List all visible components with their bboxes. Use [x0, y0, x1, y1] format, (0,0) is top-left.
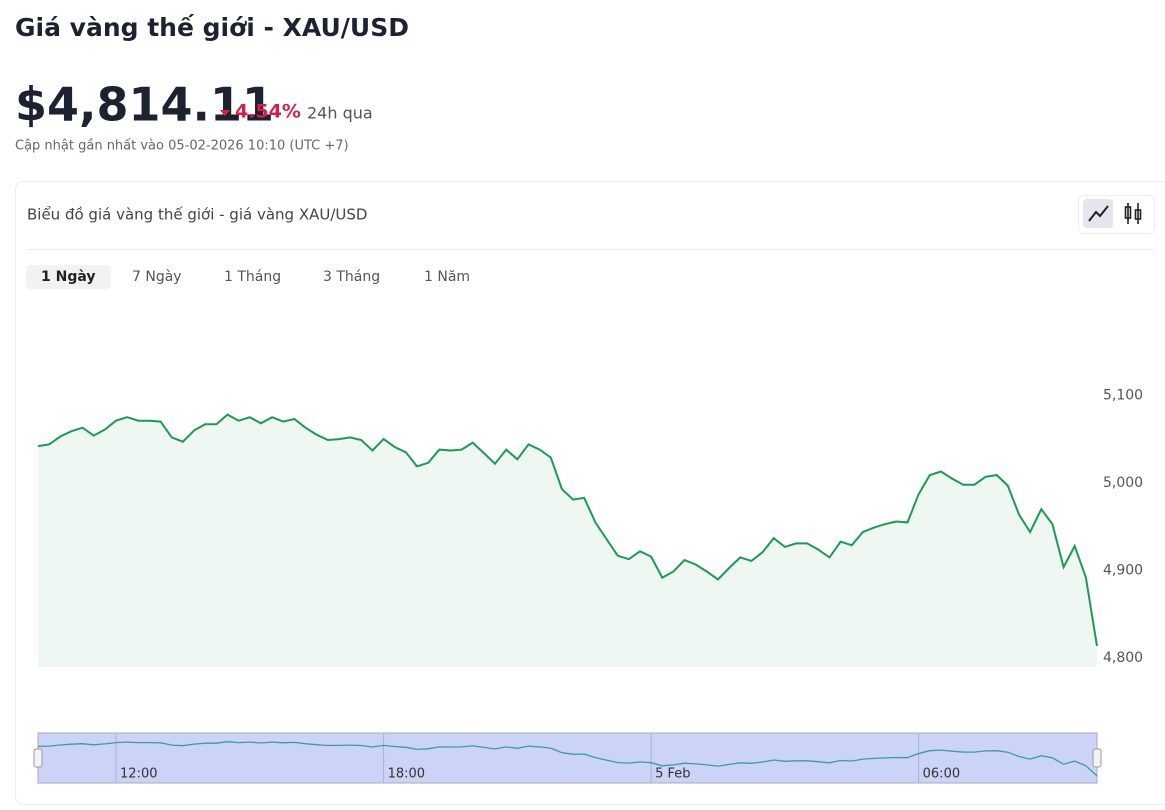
tab-label: 1 Năm	[424, 269, 470, 285]
updated: Cập nhật gần nhất vào 05-02-2026 10:10 (…	[15, 139, 349, 154]
tab-label: 1 Tháng	[224, 269, 281, 285]
candle-mode-button[interactable]	[1124, 203, 1142, 224]
y-tick-label: 4,900	[1103, 563, 1143, 579]
navigator-handle[interactable]	[1092, 748, 1102, 768]
tab-label: 3 Tháng	[323, 269, 380, 285]
tab[interactable]: 1 Tháng	[224, 269, 281, 285]
tab-highlight	[26, 265, 111, 289]
y-tick-label: 5,000	[1103, 475, 1143, 491]
tab[interactable]: 7 Ngày	[132, 269, 182, 285]
navigator-handle[interactable]	[33, 748, 43, 768]
price-line	[37, 413, 1098, 647]
page-title: Giá vàng thế giới - XAU/USD	[15, 13, 409, 42]
period: 24h qua	[307, 104, 373, 123]
area	[38, 414, 1097, 667]
tab[interactable]: 3 Tháng	[323, 269, 380, 285]
navigator-tick-label: 18:00	[388, 767, 425, 782]
navigator-tick-label: 06:00	[923, 767, 960, 782]
line-mode-button[interactable]	[1083, 199, 1113, 228]
navigator-tick-label: 5 Feb	[655, 767, 690, 782]
tab-label: 1 Ngày	[41, 269, 96, 285]
y-tick-label: 5,100	[1103, 387, 1143, 403]
down-arrow	[220, 110, 230, 116]
navigator-tick-label: 12:00	[120, 767, 157, 782]
chart-title: Biểu đồ giá vàng thế giới - giá vàng XAU…	[27, 206, 367, 224]
price: $4,814.11	[15, 78, 274, 132]
tab[interactable]: 1 Ngày	[26, 265, 111, 289]
y-tick-label: 4,800	[1103, 650, 1143, 666]
tab[interactable]: 1 Năm	[424, 269, 470, 285]
tab-label: 7 Ngày	[132, 269, 182, 285]
change: 4.54%	[235, 101, 301, 123]
navigator-line	[37, 741, 1098, 777]
